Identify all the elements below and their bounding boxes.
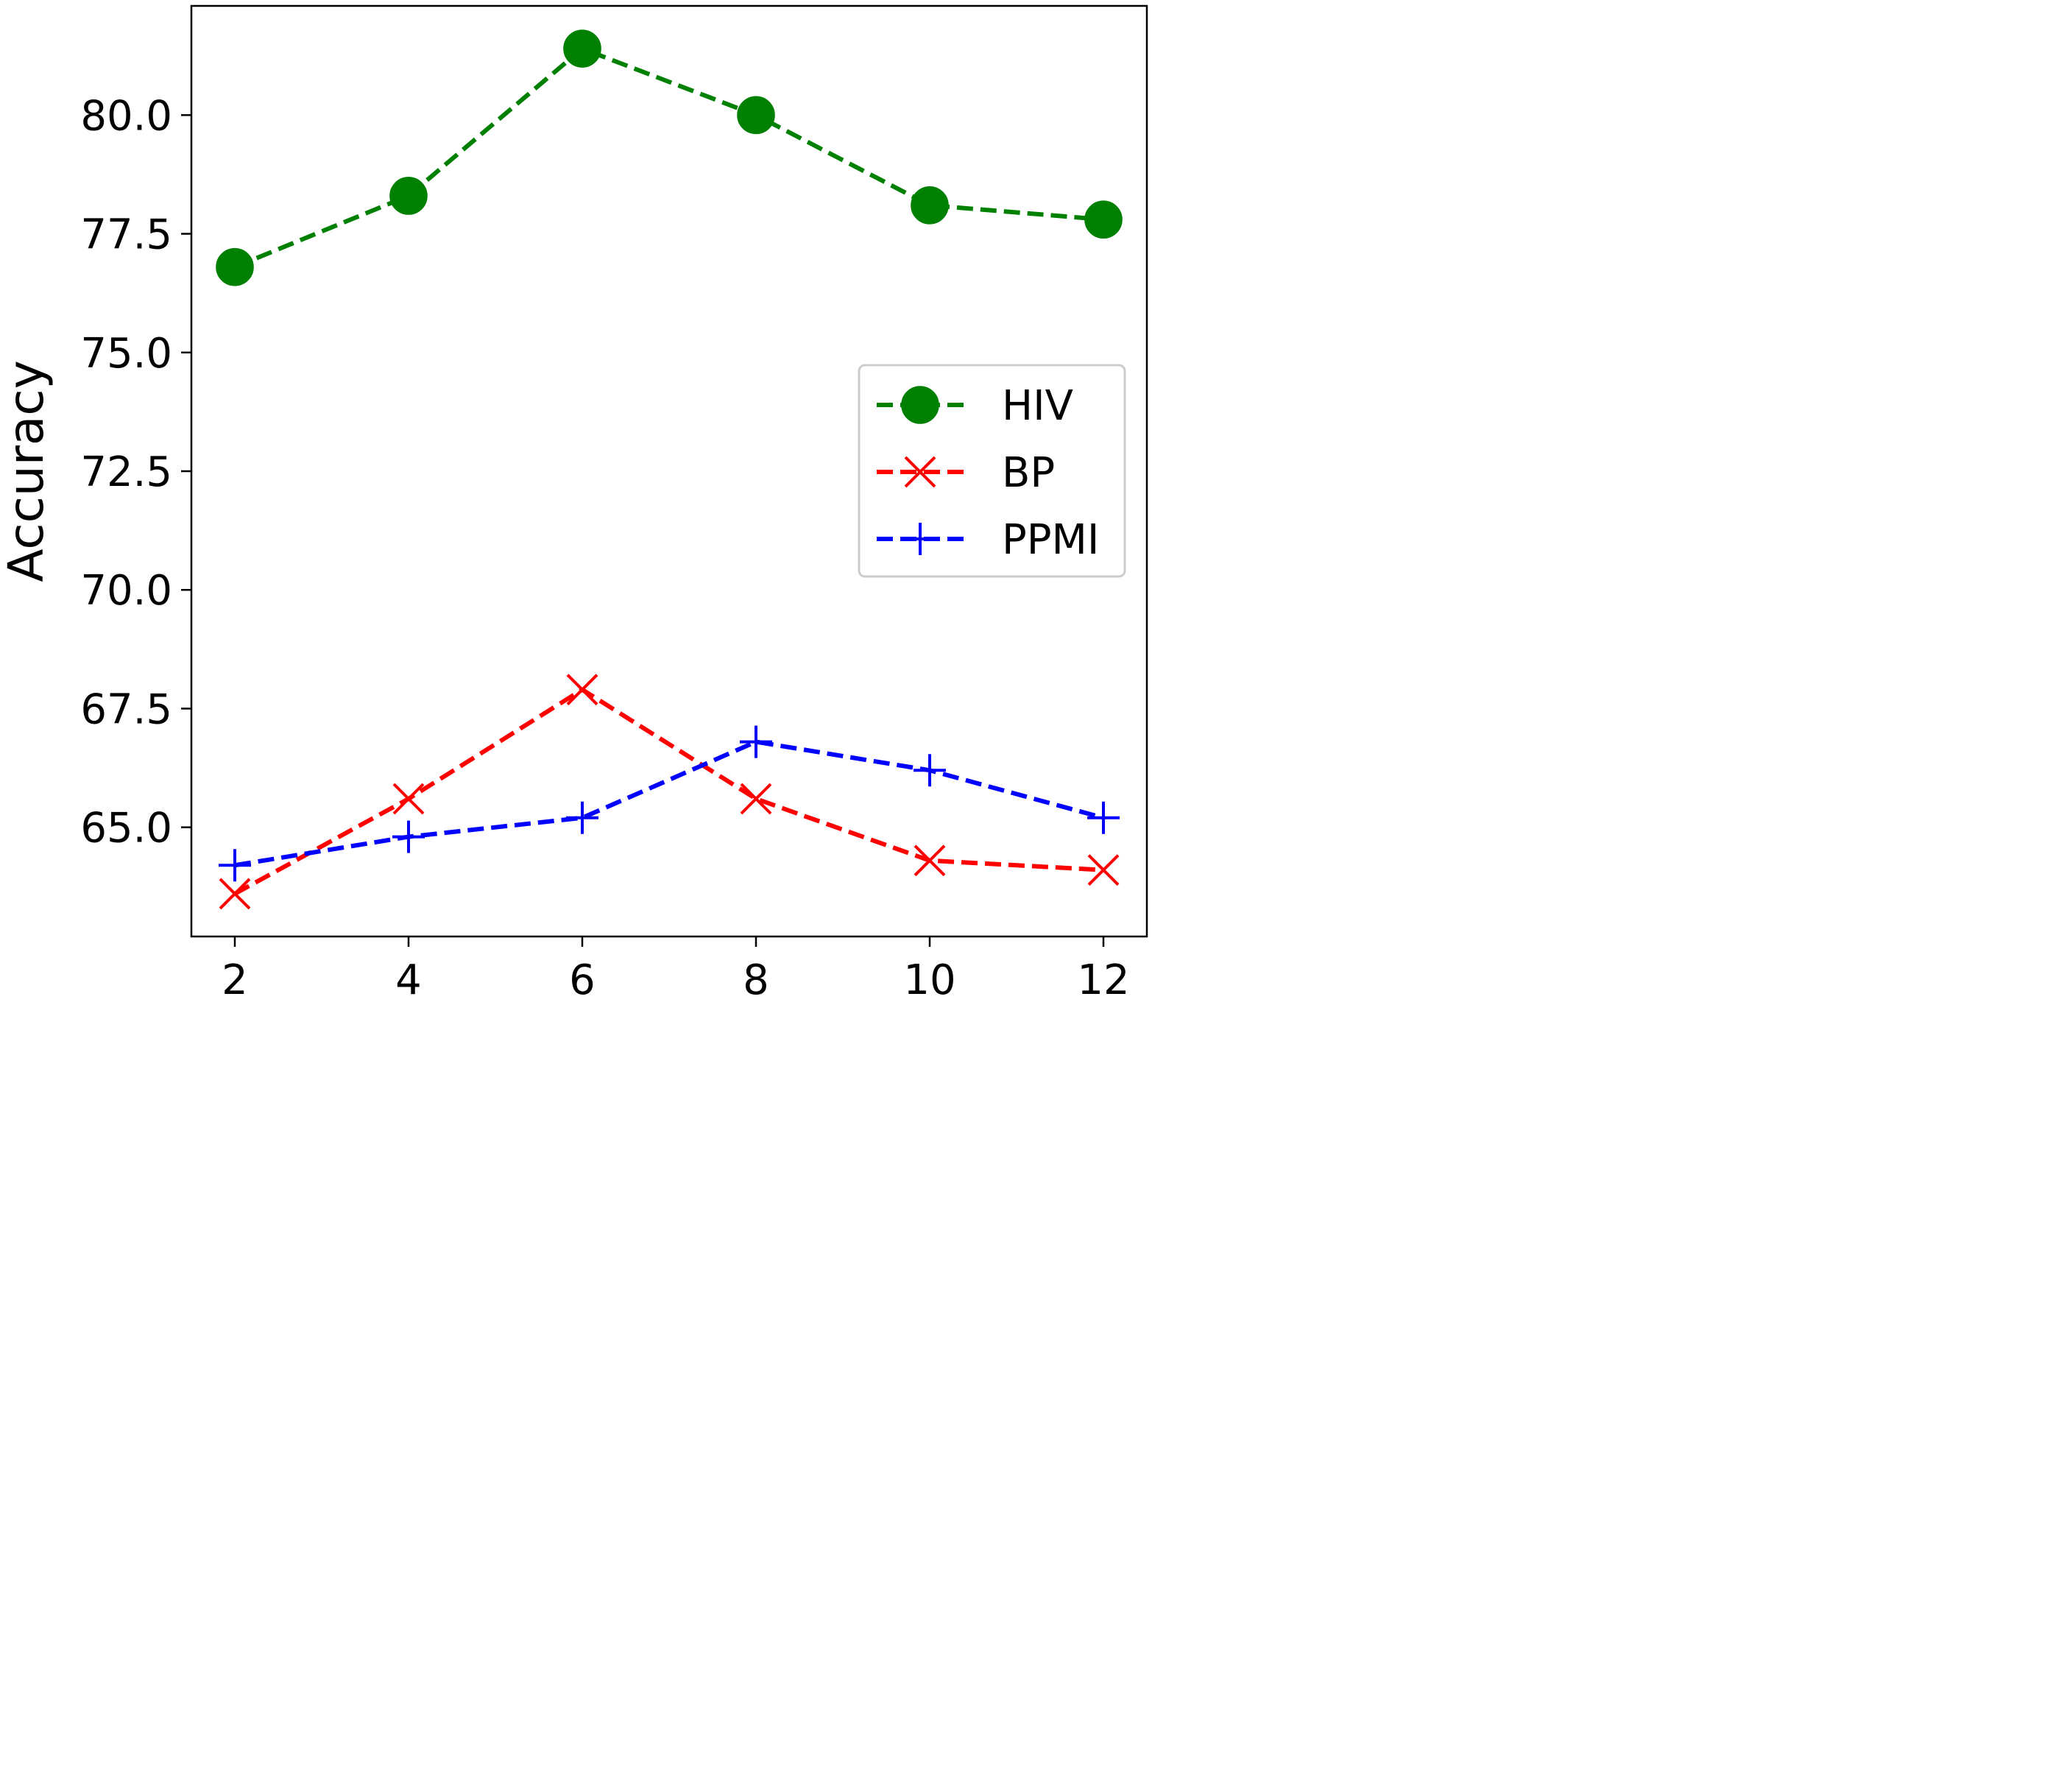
y-tick-label: 70.0 (80, 567, 172, 615)
legend-label-ppmi: PPMI (1002, 516, 1099, 564)
y-tick-label: 75.0 (80, 330, 172, 378)
x-tick-label: 8 (743, 956, 769, 1004)
x-tick-label: 12 (1077, 956, 1129, 1004)
legend-item-hiv: HIV (877, 382, 1073, 430)
data-point-hiv (911, 186, 949, 225)
data-point-ppmi (740, 725, 772, 758)
data-point-ppmi (566, 801, 598, 834)
data-point-bp (566, 674, 598, 706)
x-tick-label: 2 (222, 956, 248, 1004)
legend-item-ppmi: PPMI (877, 516, 1099, 564)
data-point-bp (740, 783, 772, 815)
legend-label-bp: BP (1002, 449, 1055, 497)
data-point-hiv (1084, 200, 1123, 239)
accuracy-line-chart: 65.0 67.5 70.0 72.5 75.0 77.5 80.0 2 4 6 8 10 12 Acc… (0, 4, 1148, 1004)
legend: HIV BP PPMI (858, 364, 1126, 578)
data-point-bp (219, 878, 251, 910)
tick-layer: 65.0 67.5 70.0 72.5 75.0 77.5 80.0 2 4 6 8 10 12 (80, 92, 1129, 1004)
plot-frame (190, 4, 1148, 938)
series-line-hiv (233, 46, 1104, 269)
series-line-ppmi (234, 739, 1104, 868)
data-point-hiv (563, 29, 601, 68)
y-tick-label: 67.5 (80, 685, 172, 733)
data-point-hiv (216, 247, 254, 286)
y-tick-label: 65.0 (80, 805, 172, 853)
legend-label-hiv: HIV (1002, 382, 1073, 430)
series-layer (216, 29, 1123, 910)
data-point-ppmi (392, 820, 425, 853)
data-point-ppmi (914, 754, 946, 787)
legend-marker-hiv (901, 386, 939, 424)
series-ppmi (219, 725, 1120, 882)
series-hiv (216, 29, 1123, 286)
data-point-ppmi (1087, 801, 1120, 834)
x-tick-label: 4 (395, 956, 422, 1004)
y-axis-label: Accuracy (0, 360, 54, 582)
series-line-bp (233, 687, 1104, 896)
x-tick-label: 10 (903, 956, 955, 1004)
data-point-hiv (737, 96, 775, 135)
y-tick-label: 77.5 (80, 211, 172, 259)
legend-marker-bp (904, 456, 936, 488)
data-point-bp (1087, 854, 1120, 886)
data-point-hiv (389, 177, 428, 215)
data-point-bp (392, 783, 425, 815)
legend-item-bp: BP (877, 449, 1055, 497)
series-bp (219, 674, 1120, 910)
x-tick-label: 6 (569, 956, 596, 1004)
y-tick-label: 72.5 (80, 448, 172, 496)
data-point-bp (914, 844, 946, 877)
chart-container: 65.0 67.5 70.0 72.5 75.0 77.5 80.0 2 4 6 8 10 12 Acc… (0, 0, 1154, 1006)
y-tick-label: 80.0 (80, 92, 172, 140)
legend-marker-ppmi (904, 523, 936, 555)
data-point-ppmi (219, 849, 251, 882)
